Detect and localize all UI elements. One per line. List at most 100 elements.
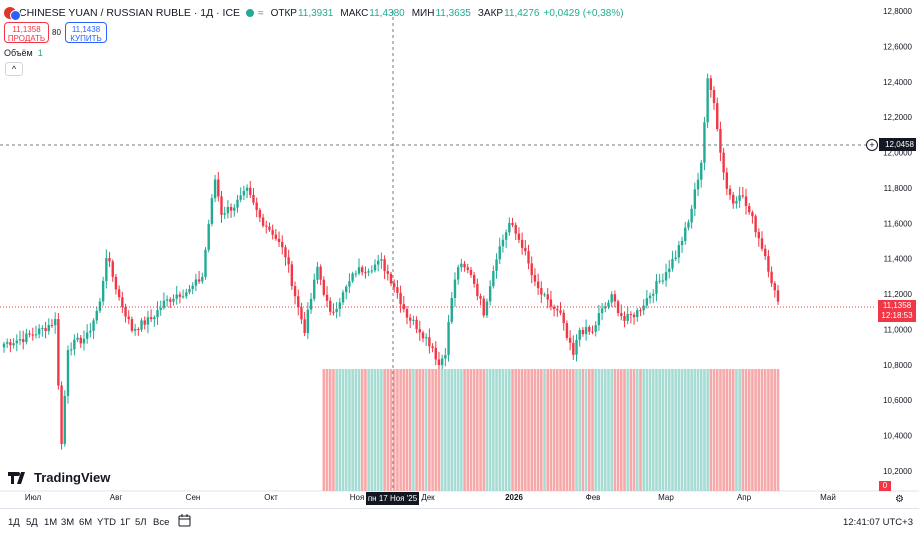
candle-body [201,276,204,282]
volume-bar [389,369,393,491]
candle-body [236,199,239,208]
calendar-icon[interactable] [178,514,191,530]
candle-body [655,281,658,294]
add-alert-plus-icon[interactable]: + [866,139,878,151]
candle-body [2,343,6,348]
high-value: 11,4380 [369,7,405,19]
buy-price: 11,1438 [71,25,101,34]
timeframe-6m[interactable]: 6М [79,517,93,528]
price-tick-label: 10,6000 [883,396,912,405]
timeframe-3m[interactable]: 3М [61,517,75,528]
clock[interactable]: 12:41:07 UTC+3 [843,517,913,528]
timeframe-5d[interactable]: 5Д [26,517,38,528]
wave-icon[interactable]: ≈ [258,7,264,19]
volume-bar [693,369,697,491]
candle-body [258,210,262,218]
candle-body [575,339,578,355]
candle-body [351,273,354,282]
timeframe-all[interactable]: Все [153,517,170,528]
volume-legend[interactable]: Объём 1 [4,48,43,58]
volume-bar [751,369,754,491]
settings-gear-icon[interactable]: ⚙ [895,494,904,505]
time-tick-label: Сен [186,493,201,502]
candle-body [744,196,748,207]
time-tick-label: Дек [421,493,435,502]
volume-bar [328,369,332,491]
timeframe-1d[interactable]: 1Д [8,517,20,528]
volume-bar [415,369,418,491]
candle-body [648,295,652,299]
volume-bar [651,369,655,491]
candle-body [322,279,326,295]
candle-body [268,226,271,230]
timeframe-ytd[interactable]: YTD [97,517,116,528]
candle-body [623,316,626,321]
price-chart[interactable]: 12,8000 12,6000 12,4000 12,2000 12,0000 11,80… [0,0,919,508]
candle-body [485,301,489,316]
candle-body [722,152,725,173]
candle-body [245,187,249,191]
tradingview-logo[interactable]: TradingView [8,470,110,485]
sell-price: 11,1358 [12,25,41,34]
market-status-icon[interactable] [246,9,255,17]
candle-body [204,249,207,277]
volume-bar [344,369,348,491]
candle-body [345,286,348,293]
volume-bar [603,369,607,491]
candle-body [447,321,450,356]
volume-bar [719,369,722,491]
volume-bar [607,369,610,491]
candle-body [191,285,194,289]
candle-body [274,234,278,239]
candle-body [50,325,54,327]
buy-button[interactable]: 11,1438 КУПИТЬ [65,22,107,43]
volume-bar [524,369,527,491]
candle-body [469,269,473,275]
candle-body [130,319,134,331]
volume-bar [504,369,508,491]
timeframe-5y[interactable]: 5Л [135,517,147,528]
symbol-title[interactable]: CHINESE YUAN / RUSSIAN RUBLE · 1Д · ICE [19,7,241,19]
volume-bar [763,369,767,491]
candle-body [719,128,722,153]
candle-body [34,334,38,336]
volume-bar [671,369,674,491]
candle-body [194,279,198,286]
candle-body [89,330,92,333]
candle-body [751,212,754,217]
candle-body [549,299,553,307]
volume-bar [747,369,751,491]
volume-bar [677,369,681,491]
volume-bar [479,369,482,491]
candle-body [217,179,220,197]
timeframe-1y[interactable]: 1Г [120,517,131,528]
candle-body [668,268,671,273]
candle-body [37,328,41,335]
volume-bar [773,369,777,491]
volume-bar [738,369,741,491]
candle-body [338,302,342,309]
candle-body [757,232,761,239]
volume-bar [335,369,338,491]
candle-body [21,339,25,343]
volume-bar [364,369,367,491]
candle-body [504,232,508,240]
volume-bar [667,369,671,491]
sell-button[interactable]: 11,1358 ПРОДАТЬ [4,22,49,43]
volume-bar [741,369,745,491]
bottom-toolbar: 1Д 5Д 1М 3М 6М YTD 1Г 5Л Все 12:41:07 UT… [0,508,919,539]
collapse-icon[interactable]: ^ [5,62,23,76]
candle-body [95,310,98,321]
volume-bar [610,369,613,491]
candle-body [255,202,258,211]
volume-bar [392,369,396,491]
volume-zero-label: 0 [879,481,891,491]
timeframe-1m[interactable]: 1М [44,517,58,528]
candle-body [329,300,332,312]
candle-body [213,179,217,199]
candle-body [597,313,601,326]
candle-body [636,310,639,318]
candle-body [392,283,396,288]
volume-bar [482,369,486,491]
volume-bar [706,369,709,491]
